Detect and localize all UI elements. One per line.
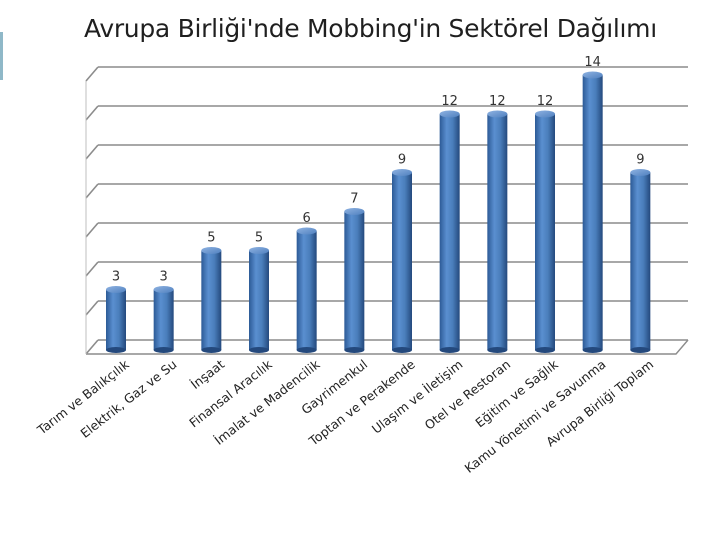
bar-cap	[344, 208, 365, 215]
bar	[249, 247, 269, 353]
gridline-side	[85, 105, 99, 121]
value-label: 3	[112, 270, 120, 285]
bar-body	[535, 114, 555, 350]
bar-cap	[535, 110, 555, 118]
category-label: İnşaat	[188, 356, 228, 391]
category-label: Otel ve Restoran	[422, 357, 514, 433]
gridline-side	[85, 261, 99, 277]
bar	[344, 208, 365, 353]
gridline-side	[85, 183, 99, 199]
value-label: 12	[489, 94, 506, 109]
bar-base	[392, 347, 412, 353]
bar	[487, 110, 508, 353]
bar-cap	[439, 110, 460, 118]
bar-body	[201, 250, 222, 350]
bar-cap	[296, 227, 317, 235]
bar-body	[392, 172, 412, 350]
bar-cap	[153, 286, 174, 293]
bar-cap	[582, 71, 603, 79]
bar-base	[535, 347, 555, 353]
bar-base	[201, 347, 222, 353]
bar	[296, 227, 317, 353]
bar	[153, 286, 174, 353]
gridline-side	[85, 144, 99, 160]
bar-base	[296, 347, 317, 353]
bar-cap	[106, 286, 126, 293]
category-label: Finansal Aracılık	[186, 356, 275, 430]
bar-body	[153, 289, 174, 350]
chart-title: Avrupa Birliği'nde Mobbing'in Sektörel D…	[84, 14, 657, 43]
value-label: 9	[636, 153, 644, 168]
value-label: 9	[398, 153, 406, 168]
value-label: 7	[350, 192, 358, 207]
bar-body	[249, 250, 269, 350]
bar-base	[439, 347, 460, 353]
value-label: 3	[160, 270, 168, 285]
value-labels: 3 3 5 5 6 7 9 12 12 12 14 9	[112, 55, 645, 285]
bar	[201, 247, 222, 353]
bar-base	[249, 347, 269, 353]
bar	[630, 169, 651, 353]
bar-base	[344, 347, 365, 353]
bars	[106, 71, 651, 353]
slide-accent-bar	[0, 32, 3, 80]
value-label: 12	[537, 94, 554, 109]
gridline-side	[85, 339, 99, 355]
bar-body	[582, 75, 603, 350]
bar	[392, 169, 412, 353]
bar-body	[344, 211, 365, 350]
value-label: 5	[255, 231, 263, 246]
bar-base	[630, 347, 651, 353]
bar	[439, 110, 460, 353]
bar-cap	[392, 169, 412, 176]
bar-base	[582, 347, 603, 353]
gridline-side	[85, 222, 99, 238]
bar-cap	[630, 169, 651, 176]
bar-base	[106, 347, 126, 353]
bar-body	[630, 172, 651, 350]
value-label: 5	[207, 231, 215, 246]
bar-body	[439, 114, 460, 350]
bar-cap	[249, 247, 269, 254]
bar-body	[106, 289, 126, 350]
value-label: 12	[441, 94, 458, 109]
bar-body	[296, 231, 317, 350]
bar	[582, 71, 603, 353]
category-label: Eğitim ve Sağlık	[472, 356, 561, 430]
bar-cap	[201, 247, 222, 254]
value-label: 14	[584, 55, 601, 70]
gridline-side	[85, 66, 99, 82]
bar-cap	[487, 110, 508, 118]
bar-base	[487, 347, 508, 353]
bar	[106, 286, 126, 353]
value-label: 6	[303, 211, 311, 226]
bar-base	[153, 347, 174, 353]
bar-body	[487, 114, 508, 350]
bar	[535, 110, 555, 353]
chart-floor	[86, 339, 689, 355]
gridline-side	[85, 300, 99, 316]
